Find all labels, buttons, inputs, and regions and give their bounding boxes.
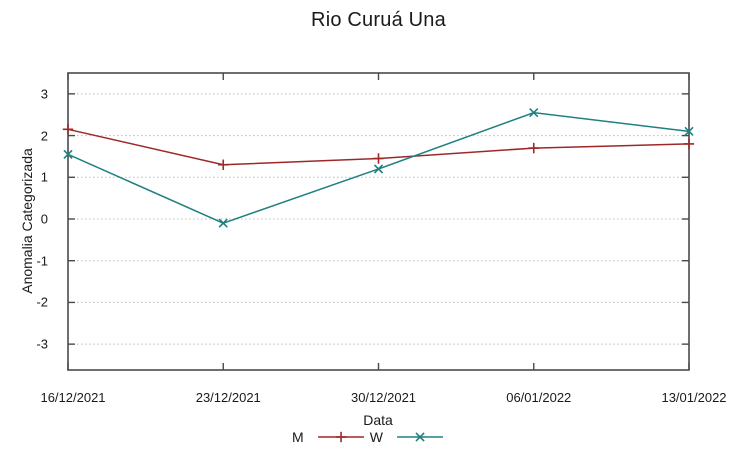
y-tick-label: 1: [40, 169, 48, 185]
x-tick-label: 13/01/2022: [661, 390, 727, 405]
chart-title: Rio Curuá Una: [311, 9, 446, 31]
y-tick-label: 2: [40, 128, 48, 144]
data-point-marker-cross: [415, 432, 425, 442]
legend-label-w: W: [369, 429, 383, 445]
data-point-marker-cross: [218, 218, 228, 228]
legend-line-sample-w: [396, 432, 443, 442]
x-tick-label: 06/01/2022: [506, 390, 572, 405]
data-point-marker-cross: [529, 108, 539, 118]
plot-border: [67, 72, 690, 371]
data-point-marker-cross: [373, 164, 384, 174]
data-point-marker-cross: [684, 126, 694, 137]
y-tick-label: -1: [36, 253, 48, 269]
legend-line-sample-m: [317, 431, 364, 443]
y-tick-label: -2: [36, 294, 48, 310]
y-tick-label: -3: [36, 336, 48, 352]
data-point-marker-cross: [63, 149, 73, 159]
legend: M W: [292, 430, 444, 444]
x-tick-label: 16/12/2021: [40, 390, 106, 405]
y-tick-label: 0: [40, 211, 48, 227]
x-tick-label: 23/12/2021: [195, 390, 261, 405]
x-tick-label: 30/12/2021: [350, 390, 417, 405]
legend-label-m: M: [292, 429, 304, 445]
y-tick-label: 3: [40, 86, 48, 102]
x-axis-label: Data: [363, 412, 393, 428]
